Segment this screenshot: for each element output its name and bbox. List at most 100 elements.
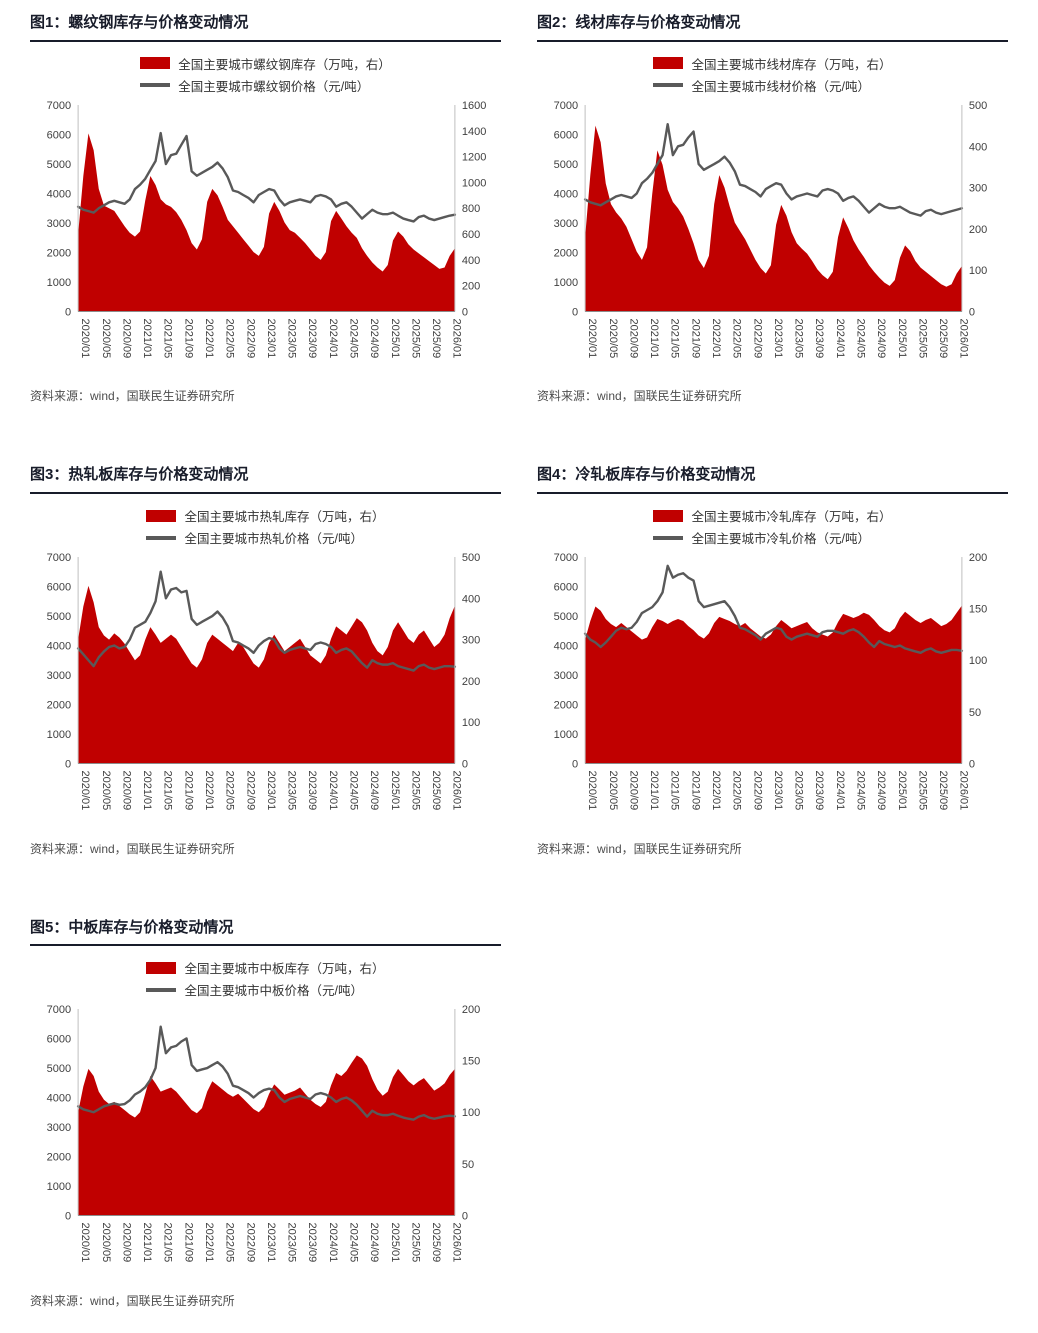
x-axis-tick-label: 2024/01 — [834, 318, 846, 358]
left-axis-tick-label: 5000 — [47, 159, 72, 171]
inventory-area-swatch-icon — [146, 961, 177, 974]
left-axis-tick-label: 5000 — [554, 159, 579, 171]
right-axis-tick-label: 50 — [462, 1159, 474, 1171]
right-axis-tick-label: 200 — [462, 1004, 480, 1016]
price-line-swatch-icon — [140, 83, 171, 88]
right-axis-tick-label: 1400 — [462, 126, 487, 138]
x-axis-tick-label: 2022/05 — [224, 1223, 236, 1263]
left-axis-tick-label: 7000 — [554, 100, 579, 112]
chart-legend: 全国主要城市螺纹钢库存（万吨，右） 全国主要城市螺纹钢价格（元/吨） — [30, 54, 501, 95]
chart-legend: 全国主要城市中板库存（万吨，右） 全国主要城市中板价格（元/吨） — [30, 958, 501, 999]
legend-label-price: 全国主要城市线材价格（元/吨） — [691, 79, 870, 94]
x-axis-tick-label: 2020/05 — [100, 771, 112, 811]
right-axis-tick-label: 100 — [462, 1108, 480, 1120]
inventory-area — [78, 585, 455, 764]
x-axis-tick-label: 2023/09 — [306, 771, 318, 811]
x-axis-tick-label: 2021/09 — [182, 318, 194, 358]
x-axis-tick-label: 2023/09 — [813, 771, 825, 811]
x-axis-tick-label: 2025/01 — [389, 318, 401, 358]
x-axis-tick-label: 2026/01 — [451, 771, 463, 811]
price-line — [76, 570, 457, 672]
source-note: 资料来源：wind，国联民生证券研究所 — [30, 389, 235, 404]
x-axis-tick-label: 2022/05 — [731, 318, 743, 358]
right-axis-tick-label: 100 — [462, 717, 480, 729]
x-axis-tick-label: 2022/01 — [710, 771, 722, 811]
legend-item-inventory: 全国主要城市中板库存（万吨，右） — [146, 958, 385, 977]
left-axis-tick-label: 7000 — [47, 100, 72, 112]
x-axis-tick-label: 2025/01 — [896, 771, 908, 811]
left-axis-tick-label: 1000 — [47, 1181, 72, 1193]
source-note: 资料来源：wind，国联民生证券研究所 — [30, 1293, 235, 1308]
x-axis-tick-label: 2021/01 — [141, 318, 153, 358]
right-axis-tick-label: 100 — [969, 655, 987, 667]
x-axis-tick-label: 2023/01 — [265, 1223, 277, 1263]
x-axis-tick-label: 2020/09 — [627, 771, 639, 811]
left-axis-tick-label: 2000 — [47, 700, 72, 712]
right-axis-tick-label: 150 — [969, 604, 987, 616]
x-axis-tick-label: 2020/05 — [100, 1223, 112, 1263]
left-axis-tick-label: 2000 — [554, 247, 579, 259]
right-axis-tick-label: 200 — [462, 676, 480, 688]
right-axis-tick-label: 0 — [462, 306, 468, 318]
x-axis-tick-label: 2023/09 — [306, 1223, 318, 1263]
legend-items: 全国主要城市热轧库存（万吨，右） 全国主要城市热轧价格（元/吨） — [146, 506, 385, 547]
x-axis-tick-label: 2021/01 — [648, 771, 660, 811]
left-axis-tick-label: 5000 — [47, 1063, 72, 1075]
right-axis-tick-label: 400 — [462, 593, 480, 605]
x-axis-tick-label: 2024/01 — [327, 318, 339, 358]
inventory-price-plot: 0 1000 2000 3000 4000 5000 6000 7000 0 100 200 300 4… — [554, 100, 988, 358]
charts-grid: 图1：螺纹钢库存与价格变动情况 全国主要城市螺纹钢库存（万吨，右） 全国主要城市… — [30, 14, 1008, 1309]
left-axis-tick-label: 0 — [572, 759, 578, 771]
x-axis-tick-label: 2024/05 — [348, 318, 360, 358]
chart-title: 图5：中板库存与价格变动情况 — [30, 919, 501, 947]
x-axis-tick-label: 2024/09 — [875, 318, 887, 358]
source-note: 资料来源：wind，国联民生证券研究所 — [30, 841, 235, 856]
right-axis-tick-label: 200 — [969, 224, 987, 236]
chart-legend: 全国主要城市热轧库存（万吨，右） 全国主要城市热轧价格（元/吨） — [30, 506, 501, 547]
right-axis-tick-label: 0 — [462, 759, 468, 771]
x-axis-tick-label: 2022/01 — [203, 1223, 215, 1263]
x-axis-tick-label: 2020/01 — [79, 318, 91, 358]
left-axis-tick-label: 1000 — [554, 277, 579, 289]
x-axis-tick-label: 2024/05 — [348, 771, 360, 811]
source-note: 资料来源：wind，国联民生证券研究所 — [537, 389, 742, 404]
x-axis-tick-label: 2022/09 — [244, 771, 256, 811]
right-axis-tick-label: 150 — [462, 1056, 480, 1068]
left-axis-tick-label: 5000 — [554, 611, 579, 623]
x-axis-tick-label: 2022/01 — [203, 771, 215, 811]
right-axis-tick-label: 300 — [462, 635, 480, 647]
chart-block: 图2：线材库存与价格变动情况 全国主要城市线材库存（万吨，右） 全国主要城市线材… — [537, 14, 1008, 404]
inventory-area-swatch-icon — [140, 57, 171, 70]
x-axis-tick-label: 2023/05 — [286, 318, 298, 358]
legend-items: 全国主要城市螺纹钢库存（万吨，右） 全国主要城市螺纹钢价格（元/吨） — [140, 54, 391, 95]
x-axis-tick-label: 2024/09 — [875, 771, 887, 811]
x-axis-tick-label: 2023/05 — [286, 771, 298, 811]
left-axis-tick-label: 0 — [572, 306, 578, 318]
price-line-swatch-icon — [653, 535, 684, 540]
left-axis-tick-label: 4000 — [554, 188, 579, 200]
legend-label-price: 全国主要城市中板价格（元/吨） — [184, 984, 363, 999]
left-axis-tick-label: 1000 — [47, 729, 72, 741]
chart-title: 图3：热轧板库存与价格变动情况 — [30, 466, 501, 495]
x-axis-tick-label: 2024/01 — [327, 771, 339, 811]
inventory-area — [78, 133, 455, 312]
legend-items: 全国主要城市冷轧库存（万吨，右） 全国主要城市冷轧价格（元/吨） — [653, 506, 892, 547]
x-axis-tick-label: 2026/01 — [451, 1223, 463, 1263]
right-axis-tick-label: 0 — [969, 306, 975, 318]
left-axis-tick-label: 6000 — [47, 1034, 72, 1046]
left-axis-tick-label: 4000 — [47, 641, 72, 653]
right-axis-tick-label: 400 — [462, 255, 480, 267]
inventory-price-plot: 0 1000 2000 3000 4000 5000 6000 7000 0 200 400 600 8… — [47, 100, 487, 358]
left-axis-tick-label: 7000 — [554, 552, 579, 564]
x-axis-tick-label: 2025/05 — [409, 771, 421, 811]
chart-block: 图4：冷轧板库存与价格变动情况 全国主要城市冷轧库存（万吨，右） 全国主要城市冷… — [537, 466, 1008, 856]
legend-item-price: 全国主要城市热轧价格（元/吨） — [146, 528, 363, 547]
right-axis-tick-label: 1600 — [462, 100, 487, 112]
right-axis-tick-label: 500 — [969, 100, 987, 112]
x-axis-tick-label: 2023/01 — [772, 771, 784, 811]
x-axis-tick-label: 2022/05 — [224, 318, 236, 358]
x-axis-tick-label: 2022/09 — [244, 1223, 256, 1263]
left-axis-tick-label: 0 — [65, 1211, 71, 1223]
x-axis-tick-label: 2021/01 — [141, 1223, 153, 1263]
x-axis-tick-label: 2022/01 — [203, 318, 215, 358]
